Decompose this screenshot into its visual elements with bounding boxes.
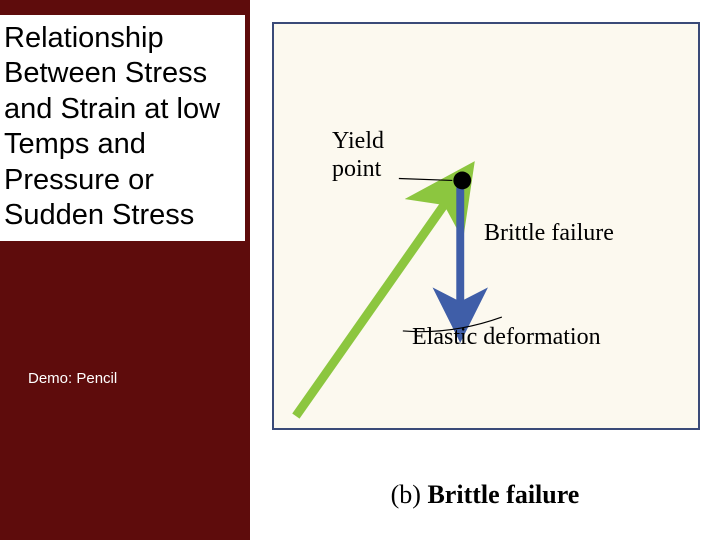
title-block: Relationship Between Stress and Strain a…: [0, 15, 245, 241]
slide: Relationship Between Stress and Strain a…: [0, 0, 720, 540]
caption-prefix: (b): [391, 480, 428, 509]
yield-point-label: Yield point: [332, 128, 384, 183]
yield-label-line2: point: [332, 156, 381, 182]
slide-title: Relationship Between Stress and Strain a…: [4, 21, 237, 233]
demo-label: Demo: Pencil: [28, 370, 117, 387]
elastic-deformation-label: Elastic deformation: [412, 324, 601, 352]
yield-label-line1: Yield: [332, 128, 384, 154]
caption-bold: Brittle failure: [427, 480, 579, 509]
elastic-deformation-line: [296, 190, 454, 416]
brittle-failure-label: Brittle failure: [484, 220, 614, 248]
yield-point-marker: [453, 172, 471, 190]
connector-yield: [399, 178, 452, 180]
chart-box: Yield point Brittle failure Elastic defo…: [272, 22, 700, 430]
figure-caption: (b) Brittle failure: [250, 480, 720, 510]
figure-panel: Yield point Brittle failure Elastic defo…: [250, 0, 720, 540]
